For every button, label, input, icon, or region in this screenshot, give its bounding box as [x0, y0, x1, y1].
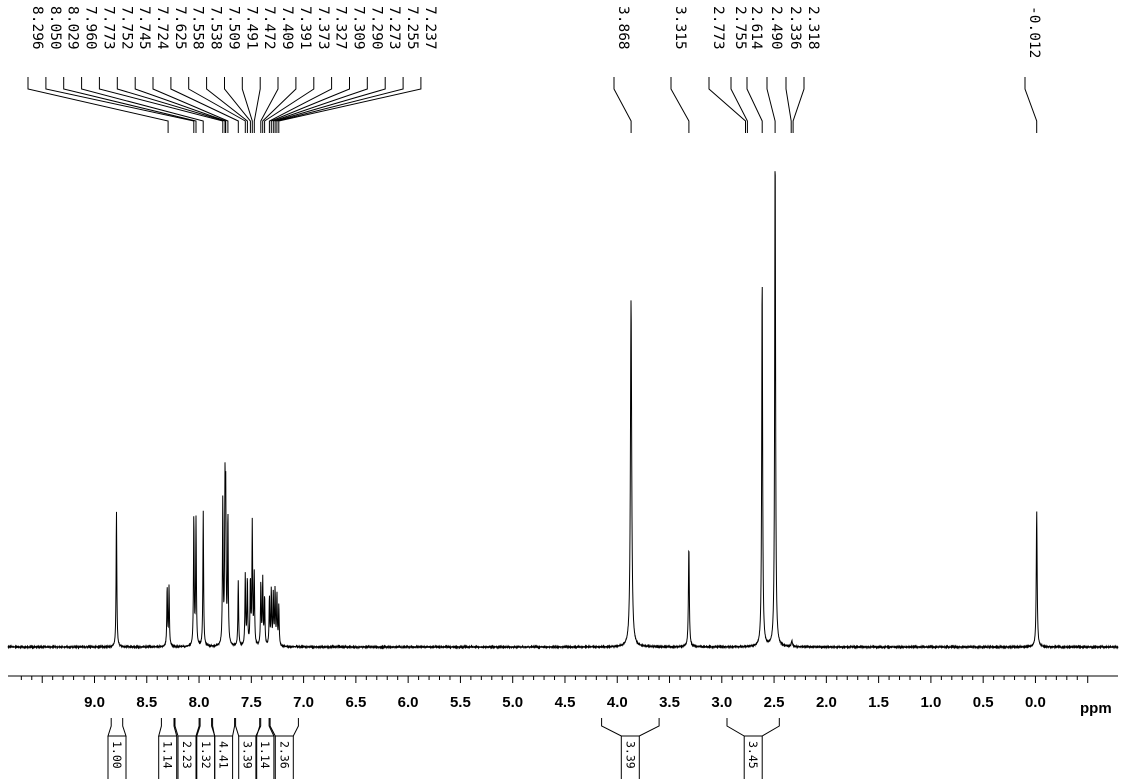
peak-leader-line	[207, 77, 248, 133]
x-tick-label: 5.0	[502, 694, 523, 711]
peak-label: 7.491	[243, 6, 259, 50]
integral-value: 1.14	[258, 741, 272, 769]
peak-label: 7.509	[225, 6, 241, 50]
integral-bracket	[727, 718, 779, 736]
x-tick-label: 8.5	[136, 694, 157, 711]
peak-leader-line	[254, 77, 260, 133]
integral-bracket	[108, 718, 126, 736]
peak-label-group: 8.2968.0508.0297.9607.7737.7527.7457.724…	[28, 6, 1042, 133]
peak-leader-line	[275, 77, 385, 133]
x-tick-label: 1.5	[868, 694, 889, 711]
peak-leader-line	[671, 77, 689, 133]
x-axis: 9.0 8.5 8.0 7.5 7.0 6.5 6.0 5.5 5.0 4.5 4.0 3.5 3.0 2…	[8, 676, 1118, 717]
integral-value: 2.36	[277, 741, 291, 769]
peak-leader-line	[265, 77, 314, 133]
integral-bracket	[602, 718, 660, 736]
integral-bracket	[175, 718, 199, 736]
peak-label: 2.773	[710, 6, 726, 50]
integral-value: 2.23	[180, 741, 194, 769]
integral-value: 1.00	[110, 741, 124, 769]
x-tick-label: 6.0	[398, 694, 419, 711]
x-tick-label: 1.0	[920, 694, 941, 711]
peak-leader-line	[64, 77, 196, 133]
spectrum-plot	[8, 171, 1118, 648]
integral-value: 3.45	[746, 741, 760, 769]
x-tick-label: 6.5	[345, 694, 366, 711]
peak-label: 8.296	[29, 6, 45, 50]
x-axis-unit-label: ppm	[1080, 700, 1112, 717]
x-tick-label: 7.5	[241, 694, 262, 711]
peak-label: 7.290	[368, 6, 384, 50]
peak-leader-line	[273, 77, 367, 133]
peak-leader-line	[28, 77, 168, 133]
x-tick-label: 4.0	[607, 694, 628, 711]
peak-label: 2.336	[787, 6, 803, 50]
peak-label: 7.273	[386, 6, 402, 50]
peak-leader-line	[767, 77, 775, 133]
x-tick-label: 4.5	[555, 694, 576, 711]
peak-label: 7.745	[136, 6, 152, 50]
integral-bracket	[256, 718, 274, 736]
x-tick-label: 8.0	[189, 694, 210, 711]
peak-label: 2.614	[748, 6, 764, 50]
integral-value: 1.32	[199, 741, 213, 769]
integral-value: 1.14	[161, 741, 175, 769]
integral-bracket	[159, 718, 177, 736]
x-tick-label: 3.5	[659, 694, 680, 711]
peak-leader-line	[786, 77, 791, 133]
integral-value: 4.41	[217, 741, 231, 769]
integral-value: 3.39	[241, 741, 255, 769]
integral-bracket	[213, 718, 235, 736]
peak-label: 7.391	[297, 6, 313, 50]
x-tick-label: 2.5	[764, 694, 785, 711]
peak-label: 7.724	[154, 6, 170, 50]
peak-label: 2.318	[805, 6, 821, 50]
peak-label: -0.012	[1026, 6, 1042, 58]
peak-leader-line	[747, 77, 762, 133]
peak-leader-line	[135, 77, 226, 133]
peak-leader-line	[1025, 77, 1037, 133]
peak-label: 7.327	[333, 6, 349, 50]
peak-leader-line	[709, 77, 746, 133]
peak-leader-line	[614, 77, 631, 133]
x-tick-label: 3.0	[711, 694, 732, 711]
x-tick-label: 2.0	[816, 694, 837, 711]
peak-label: 8.029	[65, 6, 81, 50]
peak-label: 3.315	[672, 6, 688, 50]
peak-label: 7.752	[118, 6, 134, 50]
peak-label: 7.472	[261, 6, 277, 50]
peak-label: 7.558	[190, 6, 206, 50]
peak-leader-line	[731, 77, 747, 133]
integral-group: 1.001.142.231.324.413.391.142.363.393.45	[108, 718, 779, 779]
peak-label: 7.255	[404, 6, 420, 50]
spectrum-trace	[8, 171, 1118, 648]
peak-label: 2.755	[732, 6, 748, 50]
peak-label: 2.490	[768, 6, 784, 50]
peak-label: 8.050	[47, 6, 63, 50]
peak-label: 7.538	[208, 6, 224, 50]
integral-bracket	[270, 718, 298, 736]
x-tick-label: 7.0	[293, 694, 314, 711]
peak-leader-line	[793, 77, 804, 133]
peak-leader-line	[271, 77, 349, 133]
peak-label: 7.309	[350, 6, 366, 50]
x-tick-label: 9.0	[84, 694, 105, 711]
peak-label: 7.237	[422, 6, 438, 50]
peak-label: 7.409	[279, 6, 295, 50]
peak-label: 7.773	[100, 6, 116, 50]
x-tick-label: 0.5	[973, 694, 994, 711]
x-tick-label: 5.5	[450, 694, 471, 711]
x-tick-label: 0.0	[1025, 694, 1046, 711]
integral-value: 3.39	[623, 741, 637, 769]
integral-bracket	[236, 718, 260, 736]
peak-label: 7.373	[315, 6, 331, 50]
peak-label: 3.868	[615, 6, 631, 50]
peak-label: 7.960	[83, 6, 99, 50]
peak-label: 7.625	[172, 6, 188, 50]
